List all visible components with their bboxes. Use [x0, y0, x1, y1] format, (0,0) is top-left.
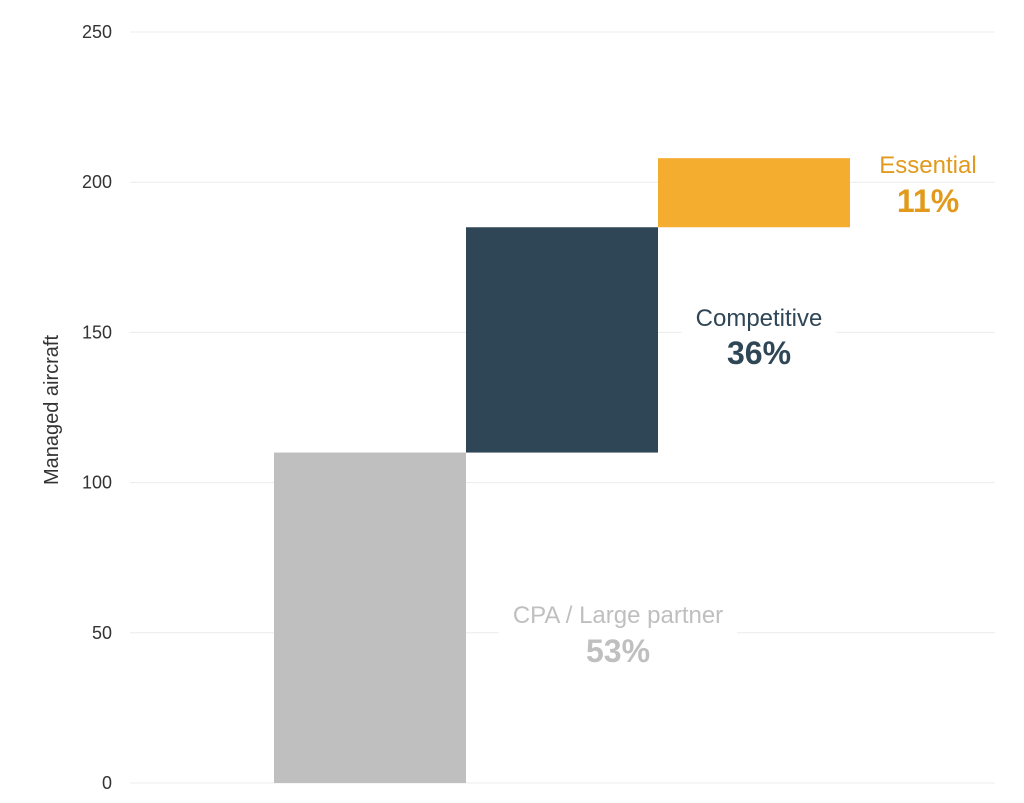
segment-name: Essential [879, 152, 976, 179]
segment-name: Competitive [696, 305, 823, 332]
y-tick-label: 200 [82, 172, 112, 192]
segment-name: CPA / Large partner [513, 602, 723, 629]
bar-competitive [466, 227, 658, 453]
bar-essential [658, 158, 850, 228]
y-tick-label: 100 [82, 473, 112, 493]
segment-label-group: CPA / Large partner 53% [498, 594, 738, 675]
segment-labels: CPA / Large partner 53% Competitive 36% Esse… [498, 152, 977, 675]
segment-label-group: Competitive 36% [681, 297, 837, 377]
bar-cpa-large-partner [274, 452, 466, 783]
y-tick-label: 50 [92, 623, 112, 643]
segment-percent: 11% [897, 183, 959, 219]
label-background [681, 297, 837, 377]
y-tick-label: 250 [82, 22, 112, 42]
label-background [498, 594, 738, 675]
segment-percent: 53% [586, 633, 650, 669]
segment-percent: 36% [727, 335, 791, 371]
y-axis-ticks: 0 50 100 150 200 250 [82, 22, 112, 793]
y-tick-label: 150 [82, 322, 112, 342]
bars [274, 158, 850, 783]
y-tick-label: 0 [102, 773, 112, 793]
y-axis-title: Managed aircraft [41, 335, 63, 486]
segment-label-group: Essential 11% [879, 152, 976, 219]
